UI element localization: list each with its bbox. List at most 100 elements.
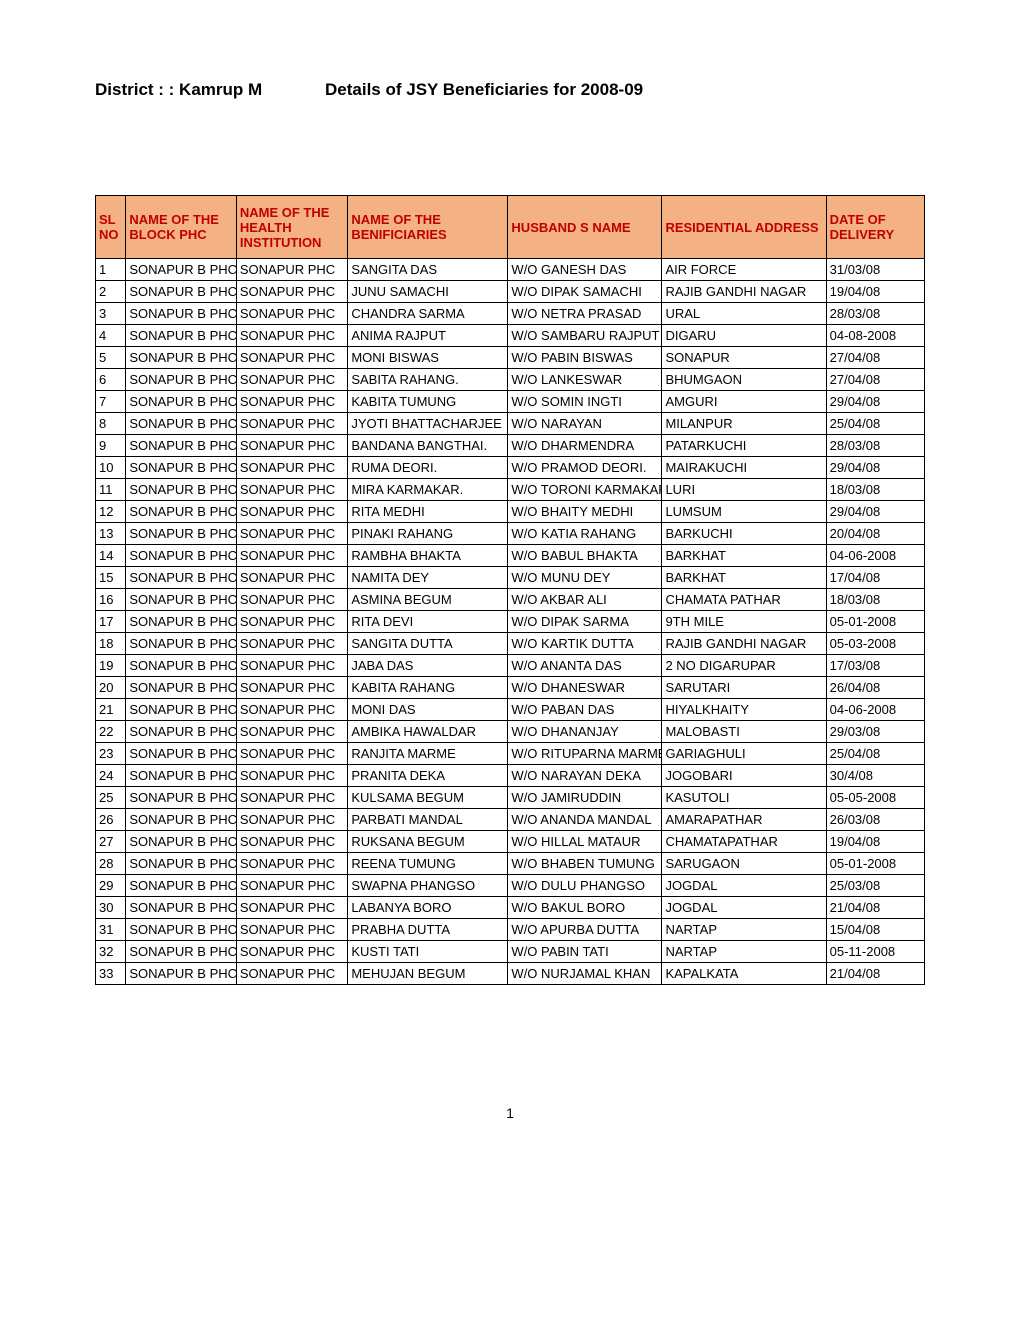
table-cell: SONAPUR B PHC <box>126 281 236 303</box>
table-cell: SONAPUR B PHC <box>126 413 236 435</box>
table-cell: AMBIKA HAWALDAR <box>348 721 508 743</box>
table-row: 18SONAPUR B PHCSONAPUR PHCSANGITA DUTTAW… <box>96 633 925 655</box>
col-header-benef: NAME OF THE BENIFICIARIES <box>348 196 508 259</box>
table-cell: GARIAGHULI <box>662 743 826 765</box>
table-cell: SONAPUR PHC <box>236 545 347 567</box>
table-cell: BARKHAT <box>662 567 826 589</box>
table-cell: W/O SOMIN INGTI <box>508 391 662 413</box>
table-cell: 21/04/08 <box>826 897 924 919</box>
table-cell: SONAPUR B PHC <box>126 721 236 743</box>
table-cell: SONAPUR PHC <box>236 787 347 809</box>
table-cell: W/O DHANANJAY <box>508 721 662 743</box>
table-cell: MILANPUR <box>662 413 826 435</box>
table-cell: SONAPUR B PHC <box>126 259 236 281</box>
table-row: 32SONAPUR B PHCSONAPUR PHCKUSTI TATIW/O … <box>96 941 925 963</box>
table-cell: SANGITA DUTTA <box>348 633 508 655</box>
table-cell: SONAPUR B PHC <box>126 545 236 567</box>
table-cell: SONAPUR B PHC <box>126 941 236 963</box>
table-cell: W/O DHARMENDRA <box>508 435 662 457</box>
table-cell: 29/04/08 <box>826 457 924 479</box>
table-cell: W/O PABIN TATI <box>508 941 662 963</box>
table-cell: 19 <box>96 655 126 677</box>
table-cell: W/O NARAYAN DEKA <box>508 765 662 787</box>
table-cell: NAMITA DEY <box>348 567 508 589</box>
table-cell: W/O MUNU DEY <box>508 567 662 589</box>
table-row: 20SONAPUR B PHCSONAPUR PHCKABITA RAHANGW… <box>96 677 925 699</box>
table-cell: 29/04/08 <box>826 391 924 413</box>
table-cell: MALOBASTI <box>662 721 826 743</box>
table-cell: 30 <box>96 897 126 919</box>
table-row: 27SONAPUR B PHCSONAPUR PHCRUKSANA BEGUMW… <box>96 831 925 853</box>
table-cell: ANIMA RAJPUT <box>348 325 508 347</box>
table-cell: 04-06-2008 <box>826 699 924 721</box>
table-cell: SONAPUR PHC <box>236 743 347 765</box>
table-cell: BHUMGAON <box>662 369 826 391</box>
col-header-sl: SL NO <box>96 196 126 259</box>
table-cell: RUKSANA BEGUM <box>348 831 508 853</box>
table-cell: BANDANA BANGTHAI. <box>348 435 508 457</box>
table-cell: SONAPUR B PHC <box>126 369 236 391</box>
table-cell: SONAPUR B PHC <box>126 589 236 611</box>
table-cell: KABITA TUMUNG <box>348 391 508 413</box>
table-row: 4SONAPUR B PHCSONAPUR PHCANIMA RAJPUTW/O… <box>96 325 925 347</box>
table-cell: MEHUJAN BEGUM <box>348 963 508 985</box>
table-cell: W/O BHAITY MEDHI <box>508 501 662 523</box>
table-cell: 32 <box>96 941 126 963</box>
table-cell: 25 <box>96 787 126 809</box>
table-cell: W/O HILLAL MATAUR <box>508 831 662 853</box>
table-cell: NARTAP <box>662 941 826 963</box>
table-cell: SONAPUR PHC <box>236 765 347 787</box>
table-cell: SONAPUR PHC <box>236 413 347 435</box>
table-cell: SONAPUR B PHC <box>126 523 236 545</box>
table-cell: AIR FORCE <box>662 259 826 281</box>
table-cell: W/O ANANTA DAS <box>508 655 662 677</box>
table-cell: W/O GANESH DAS <box>508 259 662 281</box>
table-cell: 22 <box>96 721 126 743</box>
table-cell: SONAPUR B PHC <box>126 479 236 501</box>
table-cell: 26 <box>96 809 126 831</box>
table-row: 17SONAPUR B PHCSONAPUR PHCRITA DEVIW/O D… <box>96 611 925 633</box>
table-cell: RAMBHA BHAKTA <box>348 545 508 567</box>
table-cell: SONAPUR PHC <box>236 347 347 369</box>
table-row: 19SONAPUR B PHCSONAPUR PHCJABA DASW/O AN… <box>96 655 925 677</box>
table-cell: SONAPUR PHC <box>236 435 347 457</box>
table-cell: KABITA RAHANG <box>348 677 508 699</box>
table-cell: URAL <box>662 303 826 325</box>
table-cell: JOGDAL <box>662 875 826 897</box>
table-cell: W/O ANANDA MANDAL <box>508 809 662 831</box>
table-cell: SONAPUR <box>662 347 826 369</box>
table-cell: 17/03/08 <box>826 655 924 677</box>
table-cell: 27/04/08 <box>826 369 924 391</box>
table-cell: SONAPUR PHC <box>236 303 347 325</box>
table-cell: 05-11-2008 <box>826 941 924 963</box>
table-cell: SONAPUR B PHC <box>126 457 236 479</box>
table-cell: SONAPUR PHC <box>236 941 347 963</box>
table-cell: SONAPUR B PHC <box>126 831 236 853</box>
table-cell: W/O TORONI KARMAKAR <box>508 479 662 501</box>
table-cell: 05-01-2008 <box>826 853 924 875</box>
table-row: 1SONAPUR B PHCSONAPUR PHCSANGITA DASW/O … <box>96 259 925 281</box>
table-cell: SONAPUR PHC <box>236 853 347 875</box>
table-cell: 21/04/08 <box>826 963 924 985</box>
table-cell: 18 <box>96 633 126 655</box>
table-cell: MONI BISWAS <box>348 347 508 369</box>
table-cell: SONAPUR B PHC <box>126 303 236 325</box>
table-row: 16SONAPUR B PHCSONAPUR PHCASMINA BEGUMW/… <box>96 589 925 611</box>
table-cell: 2 NO DIGARUPAR <box>662 655 826 677</box>
table-cell: 18/03/08 <box>826 479 924 501</box>
table-cell: SONAPUR B PHC <box>126 963 236 985</box>
table-cell: SONAPUR B PHC <box>126 919 236 941</box>
table-cell: W/O NARAYAN <box>508 413 662 435</box>
table-cell: 6 <box>96 369 126 391</box>
table-cell: PARBATI MANDAL <box>348 809 508 831</box>
table-cell: SONAPUR PHC <box>236 259 347 281</box>
table-cell: SONAPUR PHC <box>236 457 347 479</box>
table-cell: 19/04/08 <box>826 831 924 853</box>
table-cell: BARKUCHI <box>662 523 826 545</box>
table-cell: W/O DIPAK SARMA <box>508 611 662 633</box>
table-row: 6SONAPUR B PHCSONAPUR PHCSABITA RAHANG.W… <box>96 369 925 391</box>
table-cell: 28/03/08 <box>826 303 924 325</box>
table-cell: W/O JAMIRUDDIN <box>508 787 662 809</box>
table-cell: RITA MEDHI <box>348 501 508 523</box>
table-cell: W/O DIPAK SAMACHI <box>508 281 662 303</box>
